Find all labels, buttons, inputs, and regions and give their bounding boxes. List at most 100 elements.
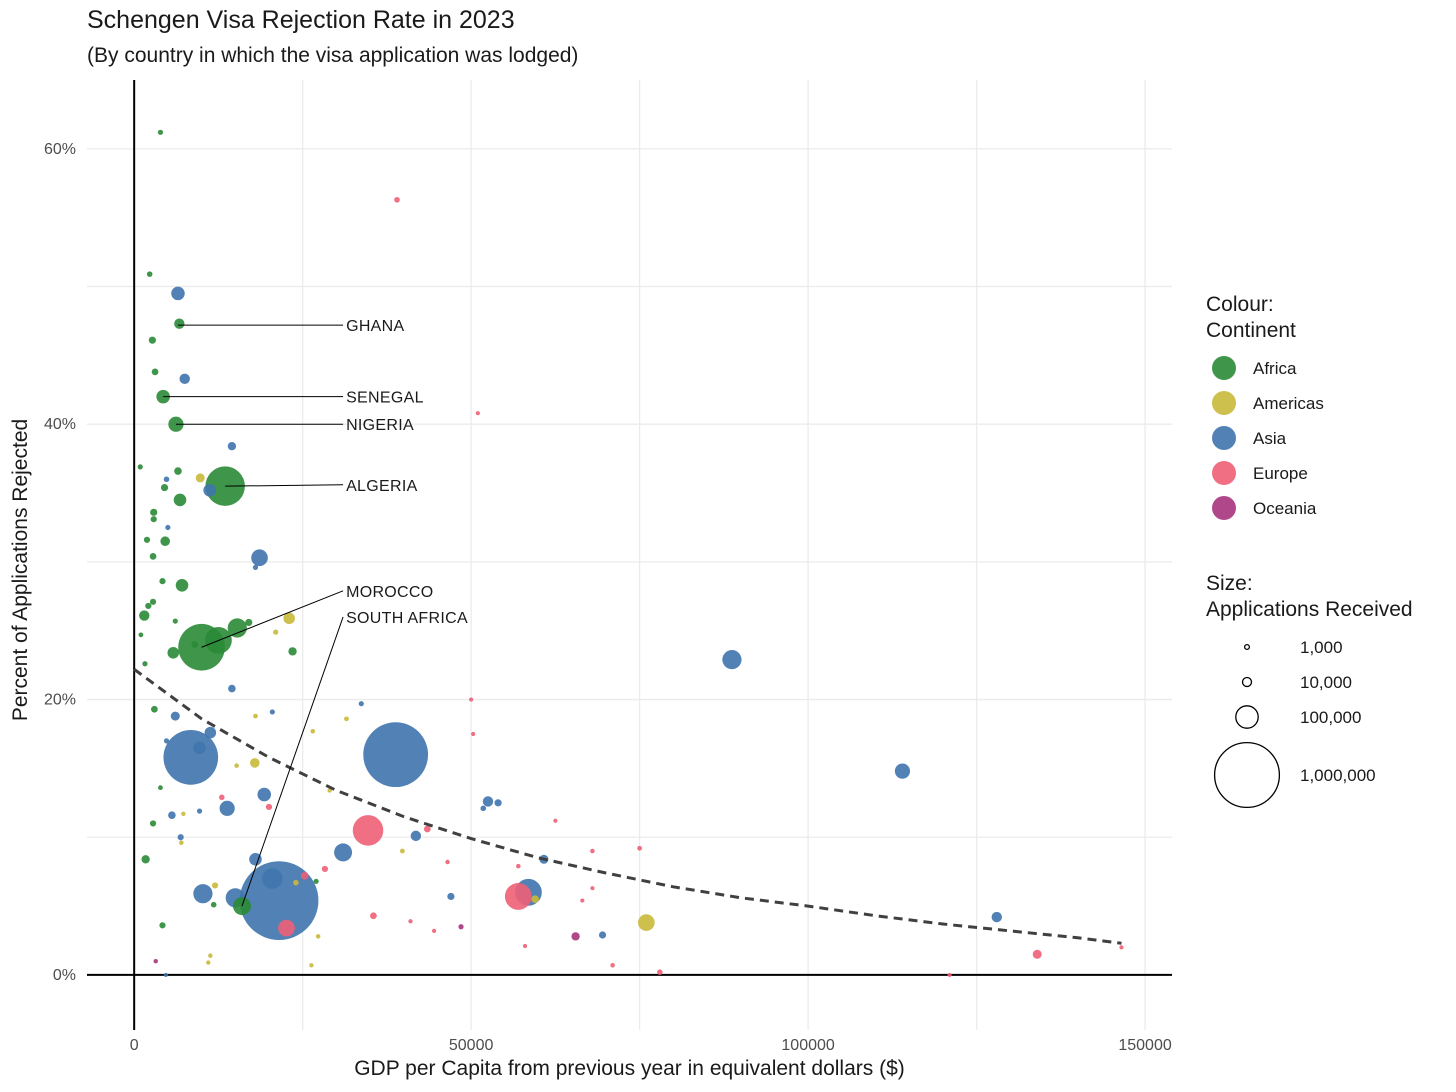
size-legend-circle: [1241, 676, 1253, 688]
annotation-label: SENEGAL: [346, 390, 424, 407]
data-point: [171, 286, 185, 301]
y-axis-title: Percent of Applications Rejected: [9, 419, 32, 721]
data-point: [482, 796, 494, 807]
data-point: [168, 811, 176, 820]
data-point: [278, 919, 295, 937]
data-point: [370, 912, 377, 920]
data-point: [269, 709, 275, 715]
data-point: [141, 855, 150, 864]
data-points: [137, 129, 1124, 978]
data-point: [363, 722, 429, 788]
data-point: [610, 963, 615, 968]
data-point: [167, 646, 180, 659]
legend-key-africa: [1212, 356, 1236, 380]
data-point: [553, 818, 558, 823]
x-tick-label: 50000: [449, 1037, 494, 1054]
data-point: [170, 711, 180, 721]
data-point: [163, 730, 219, 785]
data-point: [159, 922, 166, 929]
data-point: [208, 953, 213, 958]
data-point: [257, 787, 272, 802]
data-point: [172, 618, 178, 624]
data-point: [227, 618, 247, 638]
data-point: [447, 892, 455, 901]
data-point: [165, 524, 171, 531]
annotation-label: NIGERIA: [346, 417, 414, 434]
legend-key-oceania: [1212, 496, 1236, 520]
data-point: [250, 758, 260, 768]
data-point: [204, 726, 217, 739]
data-point: [160, 483, 169, 492]
annotation-label: MOROCCO: [346, 584, 433, 601]
x-tick-label: 100000: [781, 1037, 834, 1054]
data-point: [181, 811, 186, 817]
legend-key-americas: [1212, 391, 1236, 415]
data-point: [315, 934, 321, 939]
data-point: [163, 738, 170, 744]
data-point: [193, 884, 213, 904]
data-point: [153, 958, 158, 964]
data-point: [1119, 945, 1124, 950]
data-point: [163, 972, 168, 978]
data-point: [262, 868, 283, 889]
data-point: [471, 731, 476, 737]
data-point: [173, 493, 187, 507]
size-legend-title: Size: Applications Received: [1206, 572, 1413, 621]
data-point: [218, 794, 225, 801]
annotation-label: SOUTH AFRICA: [346, 610, 468, 627]
data-point: [203, 483, 216, 497]
data-point: [157, 129, 164, 135]
data-point: [179, 373, 190, 384]
data-point: [150, 508, 158, 516]
data-point: [991, 911, 1002, 923]
size-legend-label: 10,000: [1300, 673, 1352, 692]
data-point: [253, 713, 258, 719]
annotation-leader: [201, 590, 344, 648]
data-point: [321, 865, 328, 873]
data-point: [300, 871, 309, 880]
data-point: [160, 536, 170, 547]
legend: Colour: Continent Africa Americas Asia Europe…: [1206, 293, 1413, 809]
data-point: [358, 701, 364, 707]
legend-label: Africa: [1253, 359, 1297, 378]
data-point: [590, 886, 595, 891]
data-point: [598, 931, 607, 939]
trend-line-group: [133, 668, 1122, 945]
size-legend-circle: [1213, 741, 1281, 809]
y-tick-label: 40%: [44, 416, 76, 433]
data-point: [469, 697, 474, 702]
data-point: [211, 882, 219, 889]
data-point: [163, 476, 170, 483]
data-point: [150, 516, 157, 523]
data-point: [423, 825, 431, 833]
data-point: [458, 924, 464, 930]
legend-key-asia: [1212, 426, 1236, 450]
data-point: [273, 629, 279, 635]
data-point: [637, 845, 642, 851]
data-point: [251, 549, 268, 567]
data-point: [580, 898, 585, 903]
data-point: [159, 578, 166, 585]
annotation-leader: [225, 484, 344, 487]
x-axis-title: GDP per Capita from previous year in equ…: [354, 1057, 905, 1080]
data-point: [394, 196, 400, 203]
annotation-label: GHANA: [346, 318, 404, 335]
annotations: GHANA SENEGAL NIGERIA ALGERIA MOROCCO SOUTH A…: [163, 318, 468, 907]
data-point: [156, 389, 170, 404]
y-tick-label: 0%: [53, 967, 76, 984]
data-point: [310, 728, 316, 734]
data-point: [410, 830, 422, 842]
y-tick-label: 20%: [44, 692, 76, 709]
data-point: [174, 318, 185, 329]
data-point: [334, 843, 353, 862]
data-point: [151, 705, 158, 713]
data-point: [227, 442, 237, 451]
data-point: [149, 553, 157, 560]
data-point: [894, 763, 911, 779]
data-point: [239, 861, 319, 940]
data-point: [210, 901, 217, 908]
data-point: [191, 641, 199, 648]
legend-label: Asia: [1253, 429, 1287, 448]
size-legend-circle: [1235, 705, 1259, 729]
chart-title: Schengen Visa Rejection Rate in 2023: [87, 6, 515, 34]
